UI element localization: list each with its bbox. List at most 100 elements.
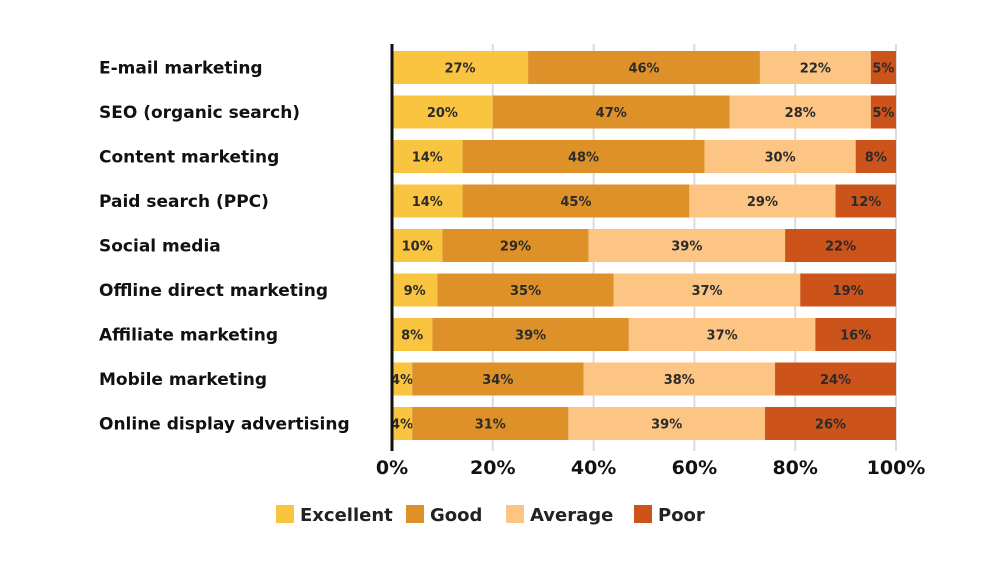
- value-label: 16%: [840, 329, 871, 344]
- value-label: 8%: [865, 151, 887, 166]
- value-label: 31%: [475, 418, 506, 433]
- tick-labels: 0% 20% 40% 60% 80% 100%: [376, 457, 925, 479]
- bar-good-7: [412, 362, 584, 396]
- bar-excellent-4: [392, 229, 443, 262]
- value-label: 28%: [785, 106, 816, 121]
- value-label: 22%: [825, 240, 856, 255]
- value-label: 14%: [412, 195, 443, 210]
- bar-average-8: [568, 407, 765, 440]
- bar-poor-7: [775, 362, 896, 396]
- value-label: 27%: [444, 62, 475, 77]
- value-label: 30%: [765, 151, 796, 166]
- bar-excellent-8: [392, 407, 413, 440]
- category-label: Offline direct marketing: [99, 281, 328, 301]
- value-label: 34%: [482, 373, 513, 388]
- value-label: 38%: [664, 373, 695, 388]
- legend-label-poor: Poor: [658, 505, 705, 526]
- value-label: 4%: [391, 418, 413, 433]
- bar-good-0: [528, 51, 760, 84]
- bar-poor-6: [815, 318, 896, 351]
- value-label: 37%: [707, 329, 738, 344]
- legend-label-good: Good: [430, 505, 482, 526]
- category-label: Affiliate marketing: [99, 326, 278, 346]
- value-label: 29%: [747, 195, 778, 210]
- category-label: SEO (organic search): [99, 103, 300, 123]
- value-label: 29%: [500, 240, 531, 255]
- bars: 27% 46% 22% 5% 20% 47% 28% 5% 14% 48% 30% 8% 14% 45% 2…: [391, 51, 896, 440]
- bar-excellent-1: [392, 95, 493, 129]
- legend: Excellent Good Average Poor: [276, 505, 705, 526]
- bar-poor-0: [870, 51, 896, 84]
- legend-swatch-poor: [634, 505, 652, 523]
- bar-good-2: [462, 140, 705, 173]
- value-label: 45%: [560, 195, 591, 210]
- category-label: Content marketing: [99, 148, 279, 168]
- value-label: 39%: [515, 329, 546, 344]
- value-label: 10%: [402, 240, 433, 255]
- bar-poor-3: [835, 184, 896, 218]
- bar-excellent-0: [392, 51, 529, 84]
- value-label: 4%: [391, 373, 413, 388]
- bar-average-1: [729, 95, 871, 129]
- value-label: 19%: [833, 284, 864, 299]
- bar-good-6: [432, 318, 629, 351]
- value-label: 20%: [427, 106, 458, 121]
- category-label: Mobile marketing: [99, 370, 267, 390]
- bar-excellent-7: [392, 362, 413, 396]
- category-label: Paid search (PPC): [99, 192, 269, 212]
- value-label: 35%: [510, 284, 541, 299]
- bar-average-6: [628, 318, 816, 351]
- value-label: 14%: [412, 151, 443, 166]
- bar-poor-4: [785, 229, 896, 262]
- category-label: E-mail marketing: [99, 59, 263, 79]
- category-label: Social media: [99, 237, 221, 257]
- value-label: 37%: [691, 284, 722, 299]
- value-label: 22%: [800, 62, 831, 77]
- legend-swatch-average: [506, 505, 524, 523]
- value-label: 39%: [651, 418, 682, 433]
- bar-poor-1: [870, 95, 896, 129]
- value-label: 8%: [401, 329, 423, 344]
- value-label: 12%: [850, 195, 881, 210]
- tick-label: 80%: [772, 457, 817, 479]
- legend-label-average: Average: [530, 505, 613, 526]
- value-label: 5%: [872, 62, 894, 77]
- bar-average-0: [759, 51, 871, 84]
- bar-poor-8: [764, 407, 896, 440]
- value-label: 26%: [815, 418, 846, 433]
- legend-swatch-good: [406, 505, 424, 523]
- bar-poor-2: [855, 140, 896, 173]
- bar-poor-5: [800, 273, 896, 307]
- tick-label: 0%: [376, 457, 408, 479]
- bar-good-1: [492, 95, 730, 129]
- bar-average-4: [588, 229, 786, 262]
- legend-swatch-excellent: [276, 505, 294, 523]
- bar-good-4: [442, 229, 589, 262]
- value-label: 5%: [872, 106, 894, 121]
- bar-excellent-3: [392, 184, 463, 218]
- tick-label: 100%: [867, 457, 926, 479]
- value-label: 48%: [568, 151, 599, 166]
- value-label: 9%: [404, 284, 426, 299]
- value-label: 39%: [671, 240, 702, 255]
- value-label: 47%: [596, 106, 627, 121]
- bar-good-5: [437, 273, 614, 307]
- bar-average-7: [583, 362, 776, 396]
- tick-label: 20%: [470, 457, 515, 479]
- tick-label: 60%: [672, 457, 717, 479]
- bar-excellent-6: [392, 318, 433, 351]
- bar-good-8: [412, 407, 569, 440]
- bar-excellent-2: [392, 140, 463, 173]
- bar-average-3: [689, 184, 836, 218]
- legend-label-excellent: Excellent: [300, 505, 393, 526]
- bar-average-2: [704, 140, 856, 173]
- category-label: Online display advertising: [99, 415, 350, 435]
- value-label: 46%: [628, 62, 659, 77]
- bar-good-3: [462, 184, 690, 218]
- category-labels: E-mail marketing SEO (organic search) Cont…: [99, 59, 350, 435]
- value-label: 24%: [820, 373, 851, 388]
- tick-label: 40%: [571, 457, 616, 479]
- bar-average-5: [613, 273, 801, 307]
- bar-excellent-5: [392, 273, 438, 307]
